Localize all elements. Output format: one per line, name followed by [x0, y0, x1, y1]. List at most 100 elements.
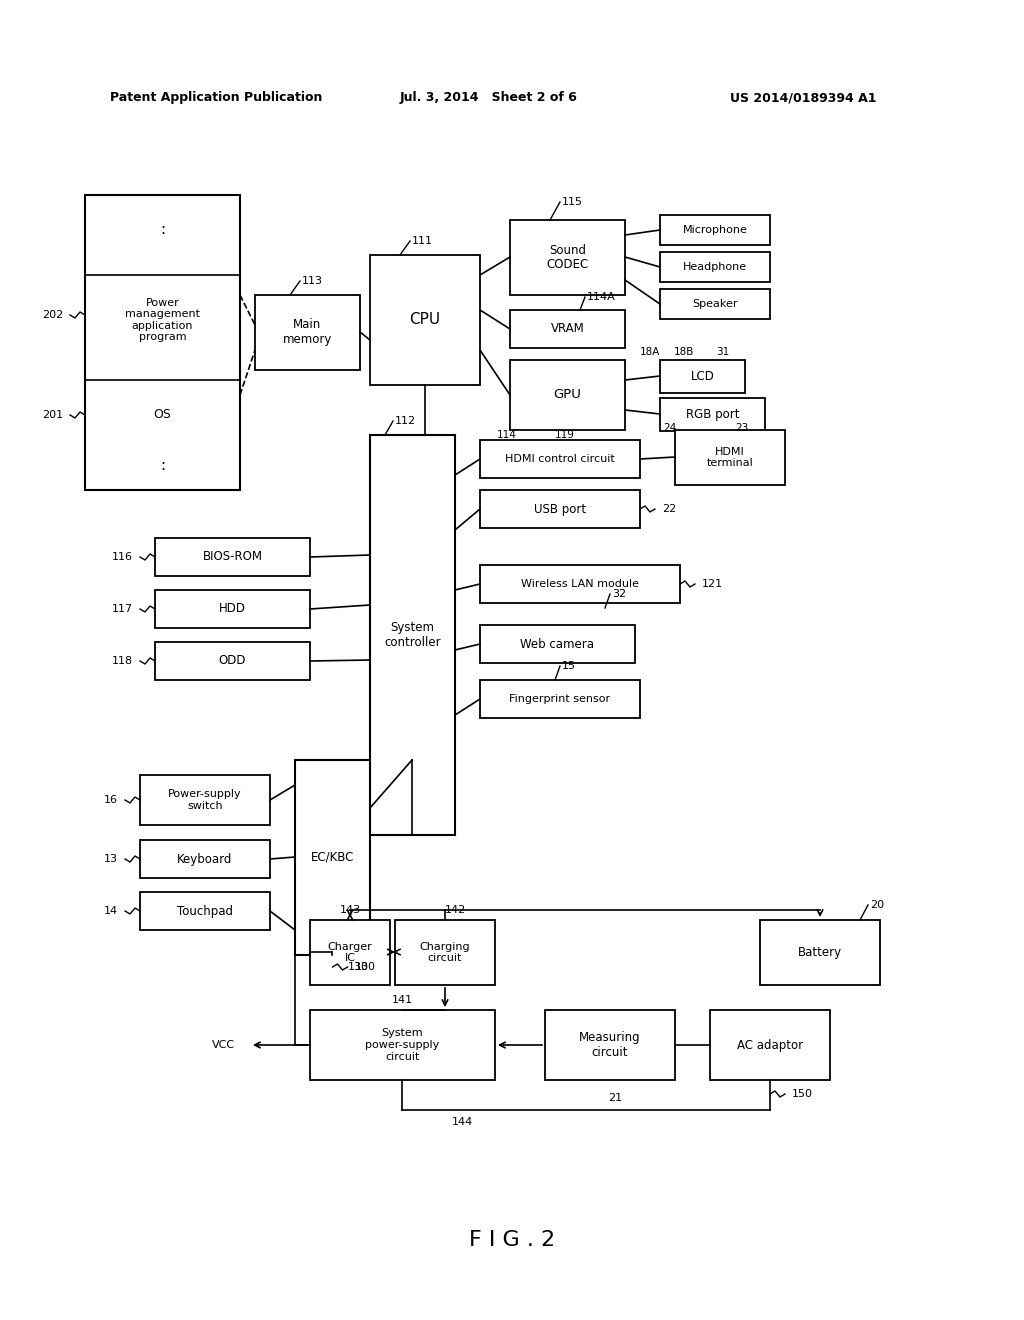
Text: Charging
circuit: Charging circuit: [420, 941, 470, 964]
Bar: [675, 430, 785, 484]
Bar: [480, 490, 640, 528]
Bar: [480, 680, 640, 718]
Text: 20: 20: [870, 900, 884, 909]
Text: BIOS-ROM: BIOS-ROM: [203, 550, 262, 564]
Text: 15: 15: [562, 661, 575, 671]
Text: LCD: LCD: [690, 370, 715, 383]
Text: OS: OS: [154, 408, 171, 421]
Text: 116: 116: [112, 552, 133, 562]
Text: Sound
CODEC: Sound CODEC: [547, 243, 589, 272]
Text: RGB port: RGB port: [686, 408, 739, 421]
Bar: [295, 760, 370, 954]
Text: Power
management
application
program: Power management application program: [125, 297, 200, 342]
Text: GPU: GPU: [554, 388, 582, 401]
Text: ODD: ODD: [219, 655, 246, 668]
Text: System
controller: System controller: [384, 620, 440, 649]
Bar: [310, 920, 390, 985]
Text: System
power-supply
circuit: System power-supply circuit: [366, 1028, 439, 1061]
Text: 130: 130: [354, 962, 376, 972]
Text: Jul. 3, 2014   Sheet 2 of 6: Jul. 3, 2014 Sheet 2 of 6: [400, 91, 578, 104]
Text: Main
memory: Main memory: [283, 318, 332, 346]
Text: 115: 115: [562, 197, 583, 207]
Text: 142: 142: [444, 906, 466, 915]
Text: Wireless LAN module: Wireless LAN module: [521, 579, 639, 589]
Bar: [480, 624, 635, 663]
Text: 23: 23: [735, 422, 749, 433]
Bar: [155, 642, 310, 680]
Text: 144: 144: [452, 1117, 473, 1127]
Bar: [370, 436, 455, 836]
Text: VRAM: VRAM: [551, 322, 585, 335]
Bar: [510, 310, 625, 348]
Text: USB port: USB port: [534, 503, 586, 516]
Text: 18A: 18A: [640, 347, 660, 356]
Text: HDD: HDD: [219, 602, 246, 615]
Bar: [660, 289, 770, 319]
Text: 111: 111: [412, 236, 433, 246]
Text: 14: 14: [103, 906, 118, 916]
Text: US 2014/0189394 A1: US 2014/0189394 A1: [730, 91, 877, 104]
Text: VCC: VCC: [212, 1040, 234, 1049]
Text: 113: 113: [302, 276, 323, 286]
Text: Battery: Battery: [798, 946, 842, 960]
Text: 31: 31: [716, 347, 729, 356]
Bar: [480, 440, 640, 478]
Bar: [140, 840, 270, 878]
Text: 150: 150: [792, 1089, 813, 1100]
Text: 114A: 114A: [587, 292, 615, 302]
Bar: [510, 220, 625, 294]
Bar: [395, 920, 495, 985]
Bar: [545, 1010, 675, 1080]
Text: 16: 16: [104, 795, 118, 805]
Bar: [255, 294, 360, 370]
Text: 143: 143: [339, 906, 360, 915]
Bar: [760, 920, 880, 985]
Bar: [660, 360, 745, 393]
Text: :: :: [160, 223, 165, 238]
Text: 13: 13: [104, 854, 118, 865]
Text: Headphone: Headphone: [683, 261, 748, 272]
Text: 202: 202: [42, 310, 63, 319]
Text: CPU: CPU: [410, 313, 440, 327]
Text: 118: 118: [112, 656, 133, 667]
Text: Web camera: Web camera: [520, 638, 595, 651]
Bar: [140, 892, 270, 931]
Text: Touchpad: Touchpad: [177, 904, 233, 917]
Text: 141: 141: [392, 995, 413, 1005]
Text: 130: 130: [347, 962, 369, 972]
Text: 112: 112: [395, 416, 416, 426]
Text: :: :: [160, 458, 165, 473]
Text: Patent Application Publication: Patent Application Publication: [110, 91, 323, 104]
Text: Power-supply
switch: Power-supply switch: [168, 789, 242, 810]
Text: HDMI
terminal: HDMI terminal: [707, 446, 754, 469]
Text: HDMI control circuit: HDMI control circuit: [505, 454, 614, 465]
Text: 121: 121: [702, 579, 723, 589]
Text: Microphone: Microphone: [683, 224, 748, 235]
Text: 32: 32: [612, 589, 626, 599]
Text: 22: 22: [662, 504, 676, 513]
Text: 117: 117: [112, 605, 133, 614]
Text: AC adaptor: AC adaptor: [737, 1039, 803, 1052]
Text: Measuring
circuit: Measuring circuit: [580, 1031, 641, 1059]
Text: Speaker: Speaker: [692, 300, 737, 309]
Text: 24: 24: [663, 422, 676, 433]
Bar: [660, 252, 770, 282]
Text: 18B: 18B: [674, 347, 694, 356]
Text: Charger
IC: Charger IC: [328, 941, 373, 964]
Text: 21: 21: [608, 1093, 622, 1104]
Text: 201: 201: [42, 411, 63, 420]
Bar: [155, 539, 310, 576]
Bar: [480, 565, 680, 603]
Bar: [85, 195, 240, 490]
Text: 119: 119: [555, 430, 574, 440]
Text: Keyboard: Keyboard: [177, 853, 232, 866]
Bar: [510, 360, 625, 430]
Bar: [370, 255, 480, 385]
Text: EC/KBC: EC/KBC: [311, 851, 354, 865]
Bar: [140, 775, 270, 825]
Bar: [310, 1010, 495, 1080]
Text: F I G . 2: F I G . 2: [469, 1230, 555, 1250]
Text: Fingerprint sensor: Fingerprint sensor: [509, 694, 610, 704]
Bar: [710, 1010, 830, 1080]
Text: 114: 114: [497, 430, 517, 440]
